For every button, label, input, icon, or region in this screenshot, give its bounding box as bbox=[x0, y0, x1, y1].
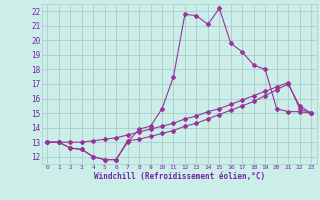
X-axis label: Windchill (Refroidissement éolien,°C): Windchill (Refroidissement éolien,°C) bbox=[94, 172, 265, 181]
